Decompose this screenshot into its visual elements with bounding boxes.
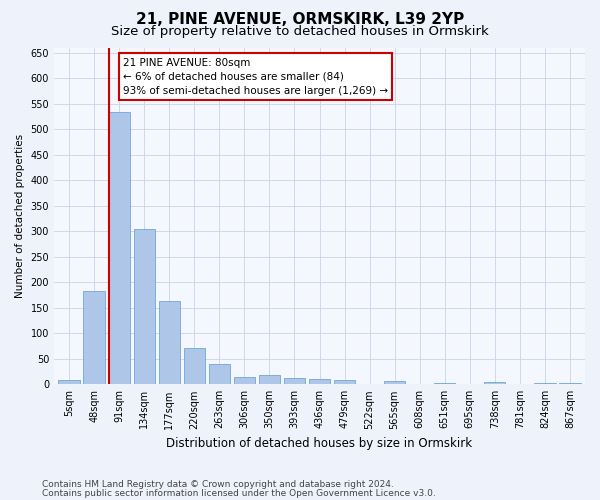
Bar <box>334 380 355 384</box>
Bar <box>234 376 255 384</box>
Text: Contains public sector information licensed under the Open Government Licence v3: Contains public sector information licen… <box>42 488 436 498</box>
Bar <box>134 228 155 384</box>
Text: Contains HM Land Registry data © Crown copyright and database right 2024.: Contains HM Land Registry data © Crown c… <box>42 480 394 489</box>
Bar <box>284 378 305 384</box>
Bar <box>484 382 505 384</box>
Text: Size of property relative to detached houses in Ormskirk: Size of property relative to detached ho… <box>111 25 489 38</box>
X-axis label: Distribution of detached houses by size in Ormskirk: Distribution of detached houses by size … <box>166 437 473 450</box>
Y-axis label: Number of detached properties: Number of detached properties <box>15 134 25 298</box>
Bar <box>434 383 455 384</box>
Bar <box>534 383 556 384</box>
Bar <box>58 380 80 384</box>
Bar <box>209 364 230 384</box>
Bar <box>259 375 280 384</box>
Text: 21, PINE AVENUE, ORMSKIRK, L39 2YP: 21, PINE AVENUE, ORMSKIRK, L39 2YP <box>136 12 464 28</box>
Text: 21 PINE AVENUE: 80sqm
← 6% of detached houses are smaller (84)
93% of semi-detac: 21 PINE AVENUE: 80sqm ← 6% of detached h… <box>123 58 388 96</box>
Bar <box>109 112 130 384</box>
Bar <box>184 348 205 385</box>
Bar <box>158 301 180 384</box>
Bar <box>384 381 406 384</box>
Bar <box>83 291 105 384</box>
Bar <box>309 379 330 384</box>
